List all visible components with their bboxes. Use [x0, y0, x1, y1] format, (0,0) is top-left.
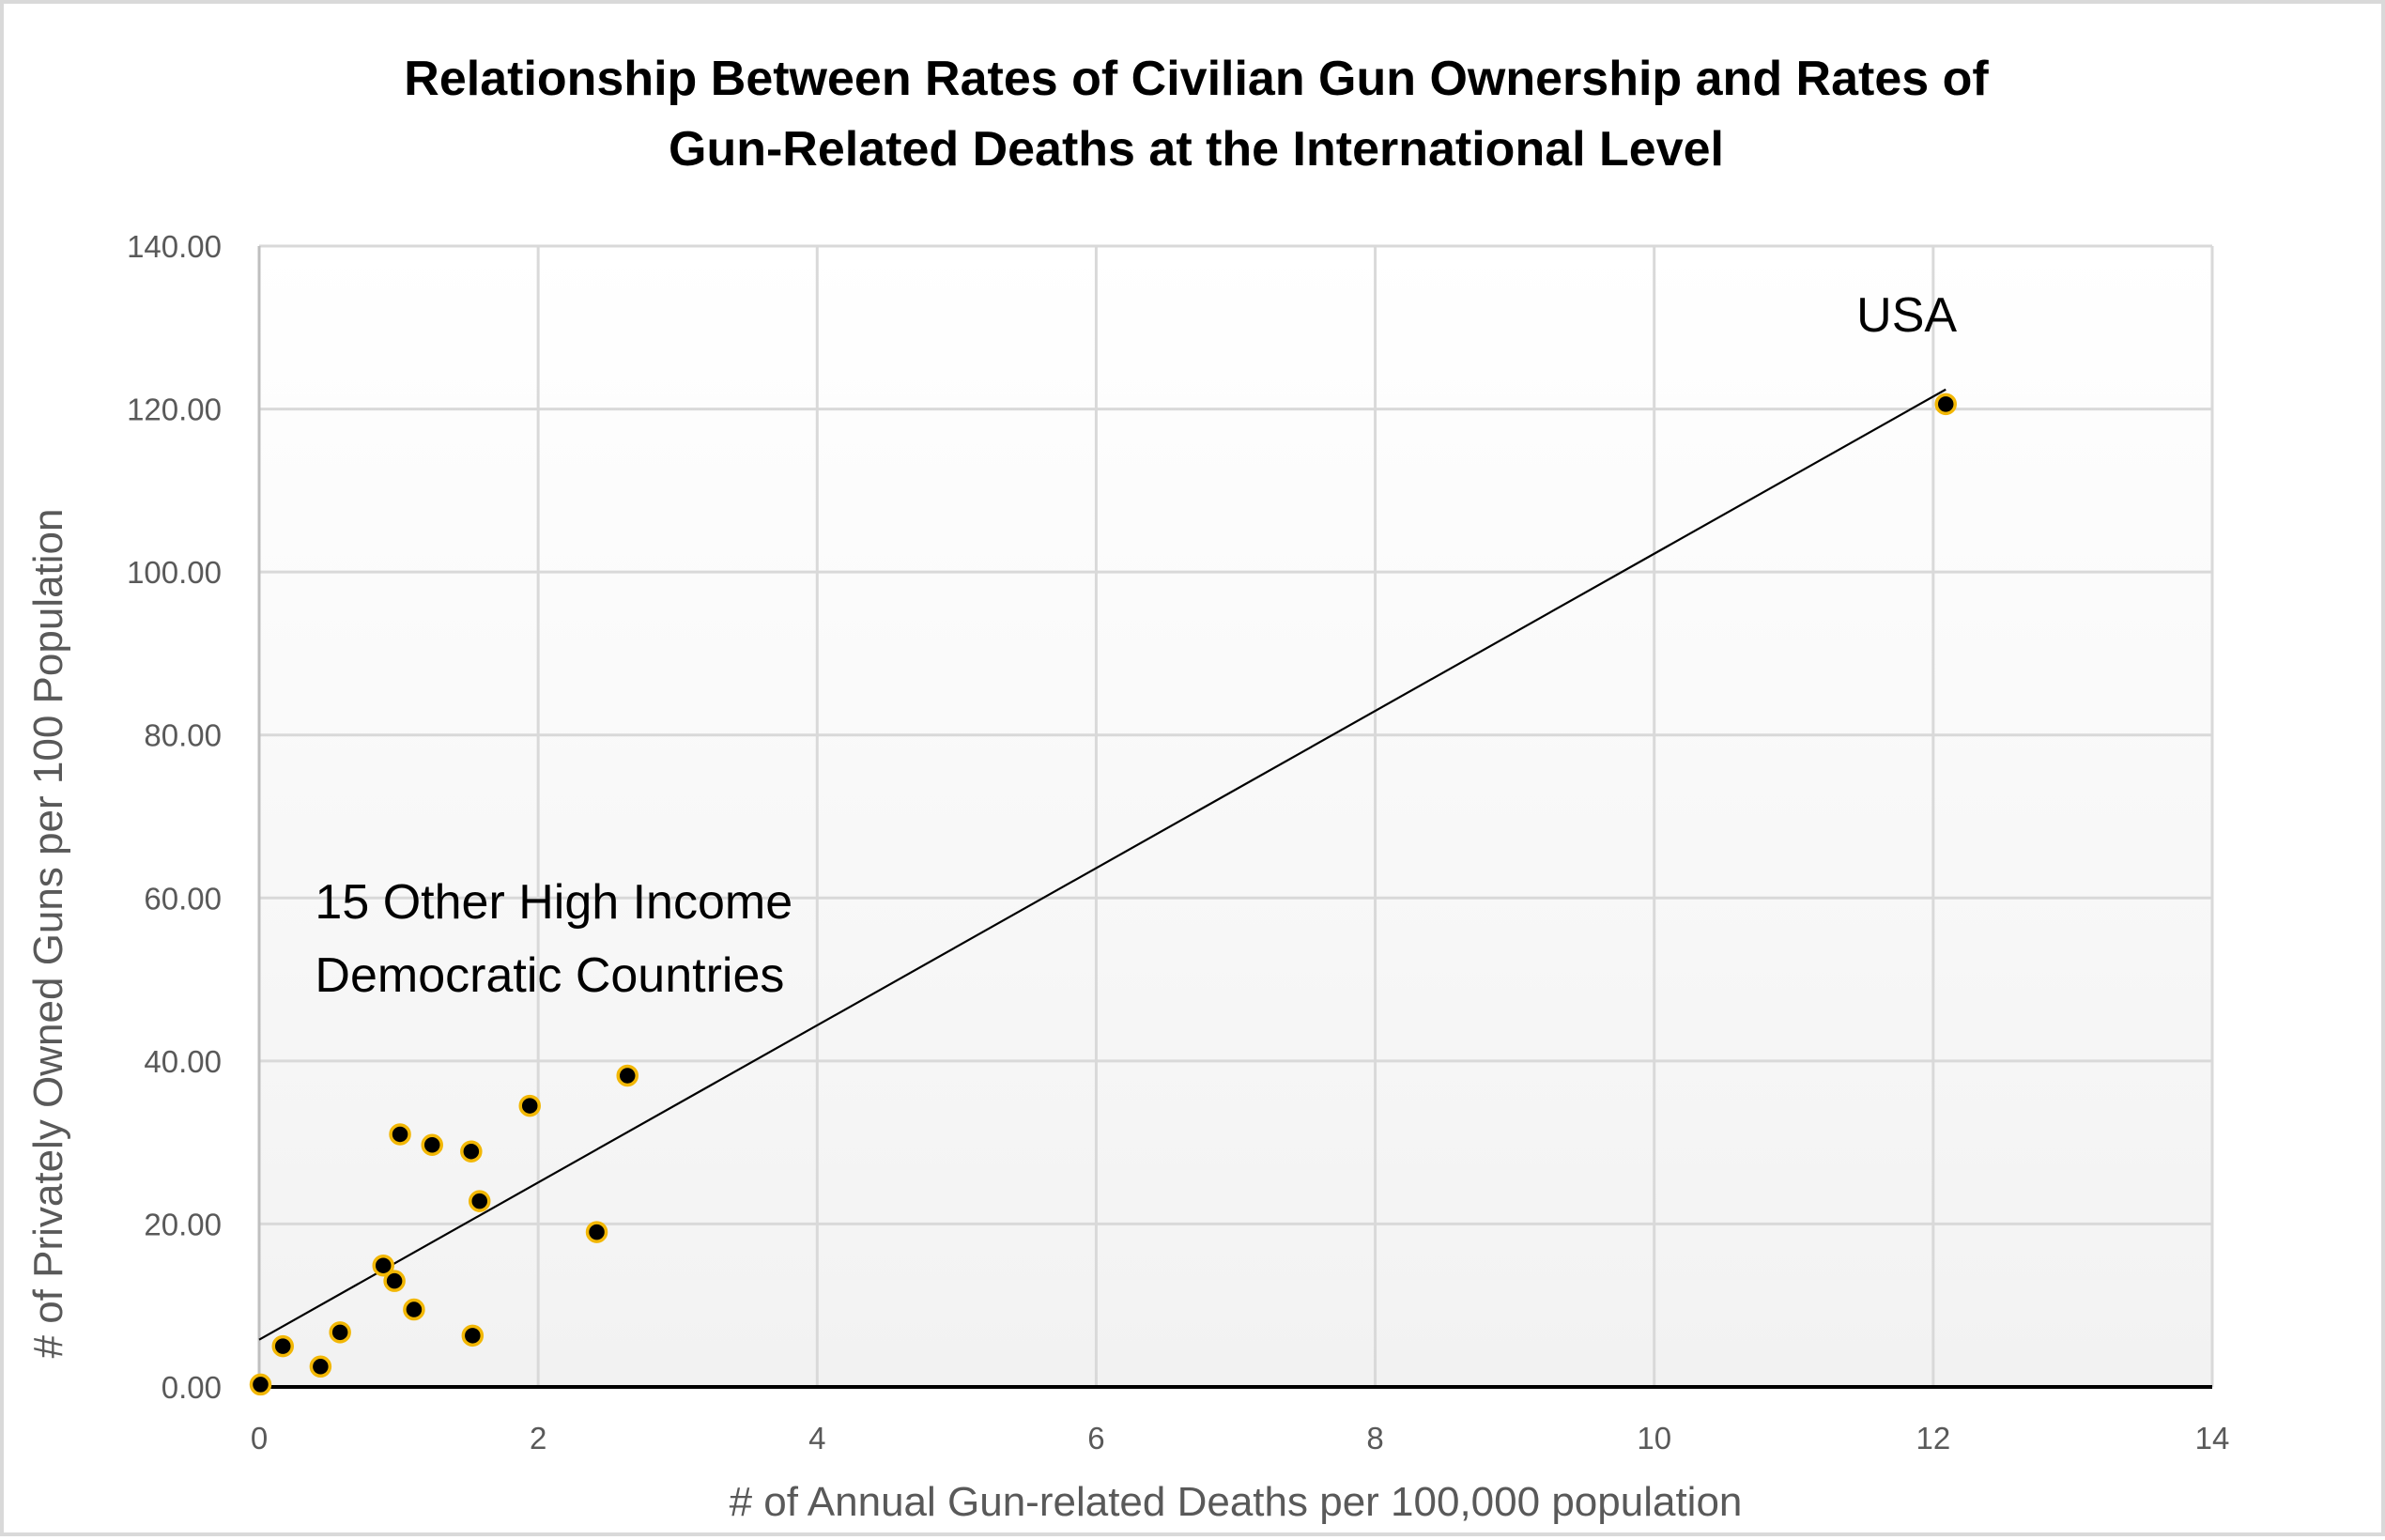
x-tick-label: 10	[1637, 1421, 1671, 1455]
chart-title-line-1: Relationship Between Rates of Civilian G…	[404, 52, 1989, 106]
y-tick-label: 80.00	[144, 718, 222, 753]
chart-title-line-2: Gun-Related Deaths at the International …	[669, 122, 1724, 177]
x-tick-label: 2	[530, 1421, 546, 1455]
data-point	[468, 1190, 491, 1212]
x-tick-label: 12	[1916, 1421, 1950, 1455]
x-axis-title: # of Annual Gun-related Deaths per 100,0…	[730, 1479, 1743, 1525]
tick-labels: 0.00 20.00 40.00 60.00 80.00 100.00 120.00 140.…	[127, 229, 2229, 1455]
data-points	[249, 393, 1957, 1396]
x-tick-label: 0	[251, 1421, 268, 1455]
scatter-chart: Relationship Between Rates of Civilian G…	[25, 52, 2229, 1525]
x-tick-label: 6	[1087, 1421, 1104, 1455]
annotation-usa-line-1: USA	[1856, 288, 1957, 343]
data-point	[421, 1133, 443, 1156]
x-tick-label: 4	[808, 1421, 825, 1455]
data-point	[403, 1298, 425, 1321]
y-tick-label: 120.00	[127, 393, 222, 427]
data-point	[329, 1321, 351, 1344]
trendline	[258, 388, 1946, 1341]
gridlines	[257, 244, 2214, 1389]
plot-area	[259, 246, 2212, 1387]
annotation-others-line-2: Democratic Countries	[315, 948, 784, 1003]
data-point	[389, 1123, 411, 1146]
data-point	[372, 1254, 394, 1277]
data-point	[460, 1140, 483, 1163]
data-point	[616, 1064, 639, 1087]
y-tick-label: 20.00	[144, 1207, 222, 1241]
annotation-others-line-1: 15 Other High Income	[315, 875, 792, 930]
data-point	[309, 1355, 332, 1378]
x-tick-label: 8	[1366, 1421, 1383, 1455]
data-point	[585, 1221, 608, 1243]
data-point	[271, 1334, 295, 1358]
data-point	[383, 1270, 406, 1292]
y-tick-label: 0.00	[162, 1370, 222, 1405]
data-point	[249, 1373, 272, 1396]
y-tick-label: 140.00	[127, 229, 222, 264]
y-tick-label: 100.00	[127, 555, 222, 590]
x-tick-label: 14	[2195, 1421, 2230, 1455]
data-point	[1934, 393, 1957, 416]
y-axis-title: # of Privately Owned Guns per 100 Popula…	[25, 509, 71, 1359]
y-tick-label: 40.00	[144, 1044, 222, 1079]
trendline-layer	[258, 388, 1946, 1341]
y-tick-label: 60.00	[144, 881, 222, 916]
data-point	[518, 1094, 541, 1117]
data-point	[461, 1324, 485, 1348]
annotations: USA 15 Other High Income Democratic Countr…	[315, 288, 1957, 1003]
